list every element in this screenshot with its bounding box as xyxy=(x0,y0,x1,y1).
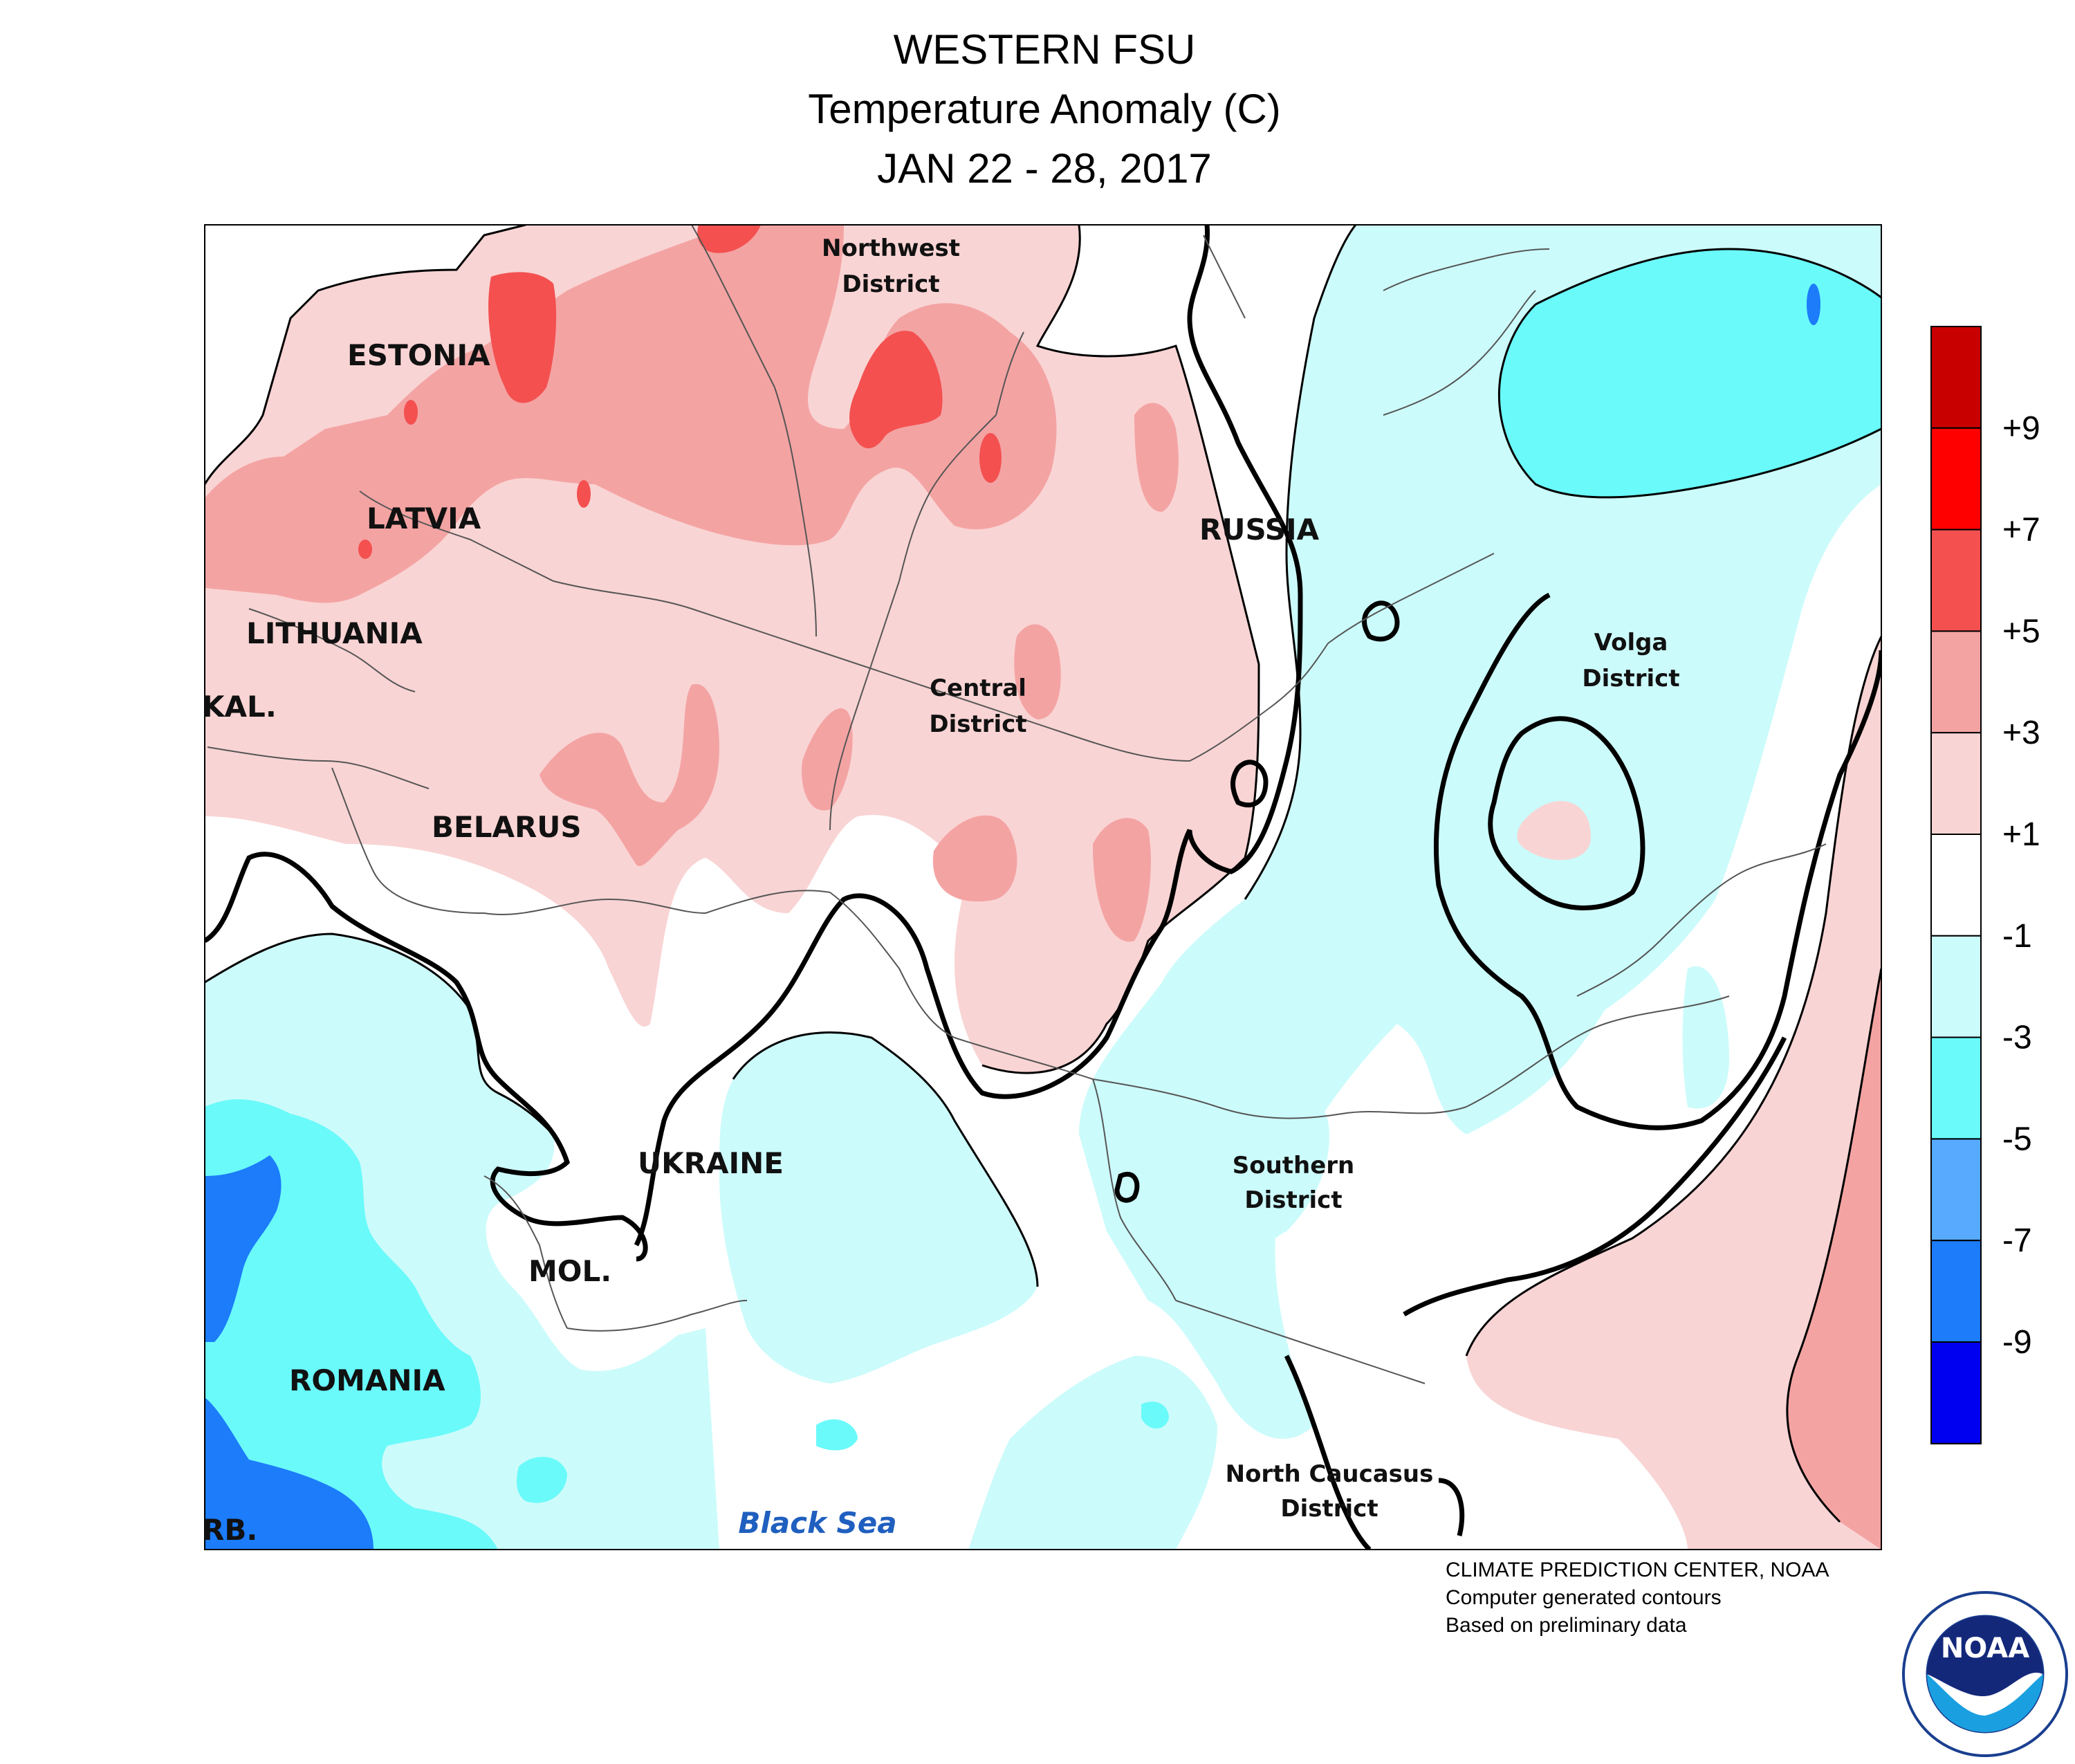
legend-label: -5 xyxy=(2002,1121,2032,1157)
label-belarus: BELARUS xyxy=(432,810,582,844)
warm-strong-patch-central-2 xyxy=(802,708,853,811)
label-volga-line2: District xyxy=(1582,665,1679,692)
warm-strong-patch-central-6 xyxy=(1134,403,1179,512)
label-southern-line1: Southern xyxy=(1233,1152,1355,1179)
label-north-caucasus-line1: North Caucasus xyxy=(1226,1460,1434,1488)
legend-swatch xyxy=(1930,732,1982,835)
cool-area-ukraine-center xyxy=(719,1032,1038,1384)
legend-label: -7 xyxy=(2002,1222,2032,1259)
map-subtitle: Temperature Anomaly (C) xyxy=(808,86,1281,132)
warm-strong-area-east xyxy=(1787,968,1881,1550)
warm-strong-patch-central-1 xyxy=(540,683,719,866)
cold-spot-caucasus xyxy=(1141,1402,1169,1428)
legend-swatch xyxy=(1930,935,1982,1038)
label-estonia: ESTONIA xyxy=(347,338,490,372)
legend-label: -9 xyxy=(2002,1324,2032,1361)
credit-line-3: Based on preliminary data xyxy=(1446,1614,1687,1637)
legend-label: +3 xyxy=(2002,715,2040,751)
cold-spot-northeast xyxy=(1807,284,1820,325)
legend-swatch xyxy=(1930,630,1982,734)
label-black-sea: Black Sea xyxy=(738,1506,896,1540)
legend-label: +9 xyxy=(2002,410,2040,447)
hot-spot-small-3 xyxy=(404,400,418,425)
label-central-line1: Central xyxy=(930,674,1026,702)
noaa-logo-bottom-half xyxy=(1927,1674,2043,1732)
credit-line-2: Computer generated contours xyxy=(1446,1586,1722,1609)
hot-spot-estonia xyxy=(488,272,557,403)
label-russia: RUSSIA xyxy=(1199,513,1320,546)
legend: +9 +7 +5 +3 +1 -1 -3 -5 -7 -9 xyxy=(1930,326,2040,1444)
legend-label: +5 xyxy=(2002,613,2040,650)
warm-strong-patch-central-4 xyxy=(1014,624,1061,719)
warm-strong-patch-central-3 xyxy=(932,815,1017,902)
warm-strong-patch-central-5 xyxy=(1093,818,1151,942)
label-serbia: RB. xyxy=(202,1513,257,1547)
map-frame xyxy=(204,224,1882,1550)
legend-swatch xyxy=(1930,529,1982,632)
legend-swatch xyxy=(1930,1341,1982,1444)
colder-area-romania-south xyxy=(205,1397,374,1550)
label-moldova: MOL. xyxy=(528,1254,611,1288)
cool-area-volga-south xyxy=(1682,966,1729,1109)
label-southern-line2: District xyxy=(1244,1186,1342,1214)
temperature-anomaly-map xyxy=(205,225,1881,1550)
cold-area-crimea xyxy=(816,1419,858,1451)
warm-area-volga xyxy=(1517,800,1591,861)
noaa-logo-top-half xyxy=(1927,1616,2043,1697)
label-central-line2: District xyxy=(929,710,1026,738)
label-northwest-line1: Northwest xyxy=(822,235,960,262)
hot-spot-small-4 xyxy=(358,540,372,559)
label-volga-line1: Volga xyxy=(1594,629,1668,656)
label-kaliningrad: KAL. xyxy=(202,690,277,724)
hot-spot-small-1 xyxy=(979,433,1002,483)
legend-label: +1 xyxy=(2002,816,2040,853)
cold-area-northeast xyxy=(1499,249,1881,497)
label-lithuania: LITHUANIA xyxy=(246,616,423,650)
label-northwest-line2: District xyxy=(842,270,939,298)
noaa-logo: NOAA xyxy=(1902,1591,2068,1757)
warm-area-east xyxy=(1466,636,1881,1550)
border-lines xyxy=(207,225,1827,1384)
map-title: WESTERN FSU xyxy=(893,26,1196,73)
colder-area-romania xyxy=(205,1155,282,1342)
hot-spot-small-2 xyxy=(577,480,591,508)
legend-label: -1 xyxy=(2002,918,2032,955)
legend-swatch xyxy=(1930,1036,1982,1140)
thick-contours xyxy=(205,225,1881,1550)
label-north-caucasus-line2: District xyxy=(1280,1495,1378,1523)
legend-frame xyxy=(1930,326,1982,1444)
hot-spot-northwest-2 xyxy=(697,225,761,253)
label-romania: ROMANIA xyxy=(289,1363,445,1397)
legend-swatch xyxy=(1930,326,1982,429)
cold-area-black-sea-coast xyxy=(517,1457,567,1503)
label-ukraine: UKRAINE xyxy=(638,1146,784,1180)
cold-area-romania xyxy=(205,1099,498,1550)
hot-spot-northwest-1 xyxy=(849,331,943,449)
warm-strong-area-northwest xyxy=(205,225,1057,603)
legend-swatch xyxy=(1930,1138,1982,1242)
credit-line-1: CLIMATE PREDICTION CENTER, NOAA xyxy=(1446,1559,1829,1581)
legend-label: -3 xyxy=(2002,1020,2032,1056)
legend-swatch xyxy=(1930,834,1982,937)
noaa-logo-text: NOAA xyxy=(1941,1633,2029,1664)
label-latvia: LATVIA xyxy=(367,502,481,535)
legend-swatch xyxy=(1930,427,1982,531)
map-date-range: JAN 22 - 28, 2017 xyxy=(877,145,1212,192)
legend-swatch xyxy=(1930,1240,1982,1343)
legend-label: +7 xyxy=(2002,512,2040,549)
